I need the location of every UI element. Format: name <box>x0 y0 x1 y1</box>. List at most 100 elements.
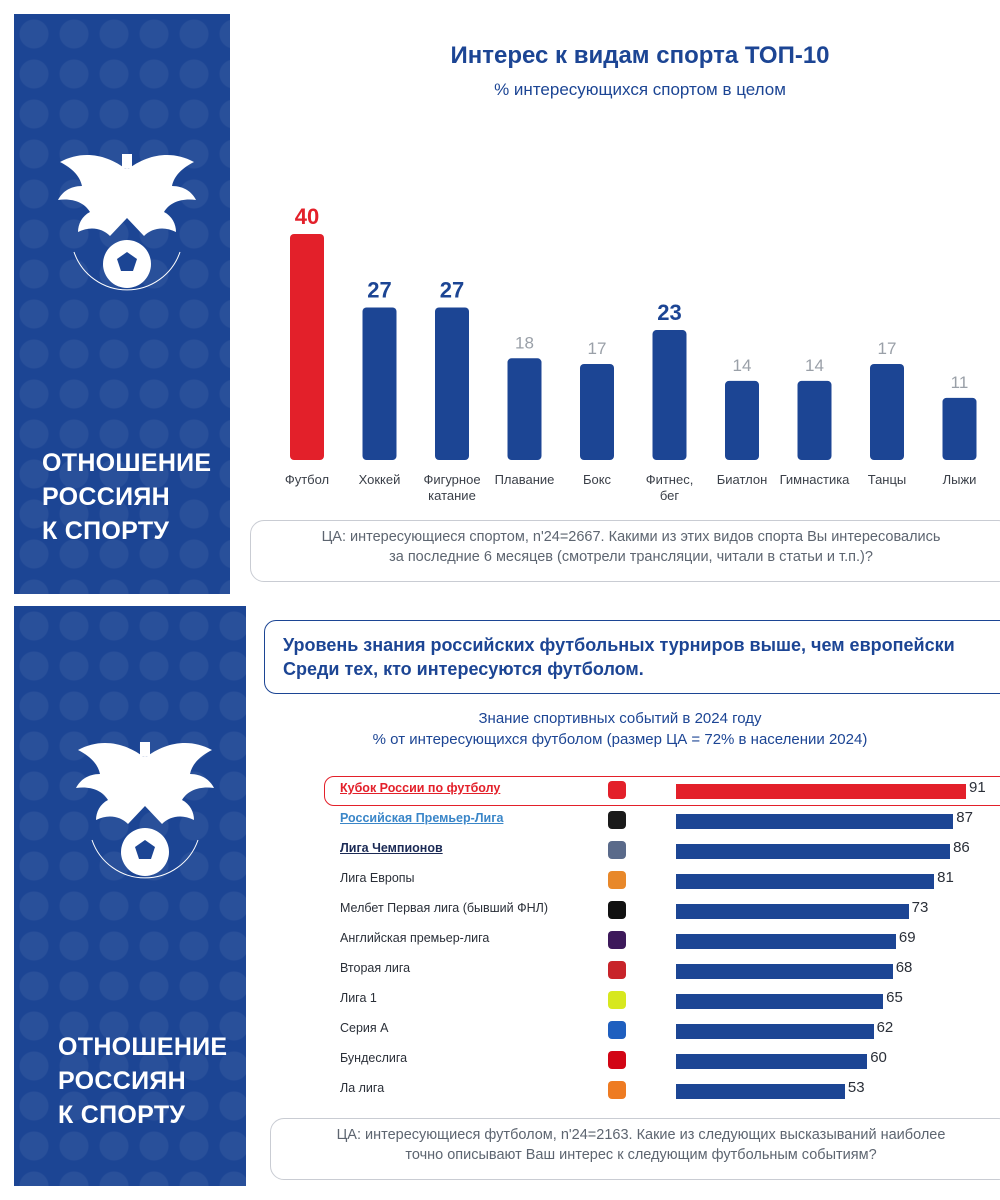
slide-tournament-awareness: ОТНОШЕНИЕ РОССИЯН К СПОРТУ Уровень знани… <box>0 600 1000 1200</box>
bar <box>942 397 977 460</box>
chart-subtitle: % интересующихся спортом в целом <box>494 80 786 99</box>
sidebar: ОТНОШЕНИЕ РОССИЯН К СПОРТУ <box>14 14 230 594</box>
data-label: 53 <box>847 1079 865 1096</box>
bar <box>435 307 469 460</box>
bar <box>676 1024 874 1039</box>
category-label: Серия А <box>340 1021 389 1035</box>
sidebar-title: ОТНОШЕНИЕ РОССИЯН К СПОРТУ <box>42 446 211 548</box>
sidebar-title-line: РОССИЯН <box>58 1067 186 1095</box>
category-label: Мелбет Первая лига (бывший ФНЛ) <box>340 901 549 915</box>
bundesliga-icon <box>608 1051 626 1069</box>
ligue1-icon <box>608 991 626 1009</box>
data-label: 14 <box>733 356 752 375</box>
category-label: Плавание <box>495 472 555 487</box>
data-label: 60 <box>870 1049 887 1066</box>
category-label: Бокс <box>583 472 612 487</box>
data-label: 91 <box>969 779 986 796</box>
data-label: 18 <box>515 333 534 352</box>
data-label: 11 <box>951 373 969 392</box>
serie-a-icon <box>608 1021 626 1039</box>
sidebar-title-line: ОТНОШЕНИЕ <box>42 449 212 477</box>
highlight-frame <box>324 776 1000 806</box>
cup-icon <box>608 781 626 799</box>
data-label: 27 <box>367 277 391 302</box>
bar <box>676 1054 868 1069</box>
bar <box>676 994 884 1009</box>
category-label: Бундеслига <box>340 1051 408 1065</box>
survey-note-line: ЦА: интересующиеся футболом, n'24=2163. … <box>336 1127 946 1143</box>
category-label: Вторая лига <box>340 961 411 975</box>
rpl-icon <box>608 811 626 829</box>
category-label: Лига Чемпионов <box>340 841 443 855</box>
survey-note-line: точно описывают Ваш интерес к следующим … <box>405 1147 877 1163</box>
epl-lion-icon <box>608 931 626 949</box>
bar <box>676 1084 845 1099</box>
data-label: 62 <box>876 1019 894 1036</box>
bar <box>362 307 397 460</box>
bar <box>507 358 542 460</box>
bar <box>676 874 935 889</box>
headline-line: Уровень знания российских футбольных тур… <box>283 635 955 655</box>
category-label: Лига 1 <box>340 991 377 1005</box>
category-label: Ла лига <box>340 1081 385 1095</box>
data-label: 68 <box>895 959 913 976</box>
bar <box>725 380 759 460</box>
laliga-icon <box>608 1081 626 1099</box>
sidebar-title: ОТНОШЕНИЕ РОССИЯН К СПОРТУ <box>58 1030 227 1132</box>
survey-note: ЦА: интересующиеся футболом, n'24=2163. … <box>270 1118 1000 1180</box>
category-label: катание <box>428 488 476 503</box>
data-label: 86 <box>953 839 970 856</box>
data-label: 14 <box>805 356 824 375</box>
bar <box>870 363 904 460</box>
second-league-icon <box>608 961 626 979</box>
bar <box>676 844 951 859</box>
category-label: Лига Европы <box>340 871 415 885</box>
bar <box>797 380 832 460</box>
data-label: 27 <box>440 277 464 302</box>
rfs-emblem-icon <box>58 154 196 291</box>
chart-title: Интерес к видам спорта ТОП-10 <box>450 42 830 69</box>
chart-title: Знание спортивных событий в 2024 году <box>478 710 762 727</box>
sidebar: ОТНОШЕНИЕ РОССИЯН К СПОРТУ <box>14 606 246 1186</box>
bar <box>676 934 896 949</box>
data-label: 40 <box>295 204 319 229</box>
data-label: 65 <box>886 989 903 1006</box>
category-label: Кубок России по футболу <box>340 781 501 795</box>
slide-sports-interest: ОТНОШЕНИЕ РОССИЯН К СПОРТУ Интерес к вид… <box>14 14 1000 594</box>
data-label: 69 <box>898 929 916 946</box>
sidebar-title-line: К СПОРТУ <box>58 1101 186 1129</box>
category-label: Хоккей <box>359 472 401 487</box>
first-league-icon <box>608 901 626 919</box>
data-label: 17 <box>588 339 607 358</box>
category-label: Гимнастика <box>780 472 851 487</box>
data-label: 87 <box>956 809 973 826</box>
data-label: 17 <box>878 339 897 358</box>
bar <box>676 784 966 799</box>
chart-subtitle: % от интересующихся футболом (размер ЦА … <box>372 731 868 748</box>
bar <box>676 904 909 919</box>
data-label: 23 <box>657 300 681 325</box>
category-label: бег <box>660 488 680 503</box>
bar <box>580 363 614 460</box>
category-label: Фигурное <box>423 472 480 487</box>
bar <box>290 234 324 460</box>
category-label: Биатлон <box>717 472 768 487</box>
headline-line: Среди тех, кто интересуются футболом. <box>283 659 644 679</box>
data-label: 73 <box>911 899 929 916</box>
ucl-ball-icon <box>608 841 626 859</box>
category-label: Футбол <box>285 472 329 487</box>
survey-note: ЦА: интересующиеся спортом, n'24=2667. К… <box>250 520 1000 582</box>
bar <box>652 330 687 460</box>
category-label: Фитнес, <box>646 472 694 487</box>
uel-trophy-icon <box>608 871 626 889</box>
data-label: 81 <box>937 869 954 886</box>
category-label: Английская премьер-лига <box>340 931 490 945</box>
survey-note-line: за последние 6 месяцев (смотрели трансля… <box>389 549 873 565</box>
survey-note-line: ЦА: интересующиеся спортом, n'24=2667. К… <box>321 529 941 545</box>
sidebar-title-line: РОССИЯН <box>42 483 170 511</box>
sidebar-title-line: К СПОРТУ <box>42 517 170 545</box>
category-label: Российская Премьер-Лига <box>340 811 504 825</box>
category-label: Танцы <box>868 472 907 487</box>
headline-box: Уровень знания российских футбольных тур… <box>264 620 1000 694</box>
